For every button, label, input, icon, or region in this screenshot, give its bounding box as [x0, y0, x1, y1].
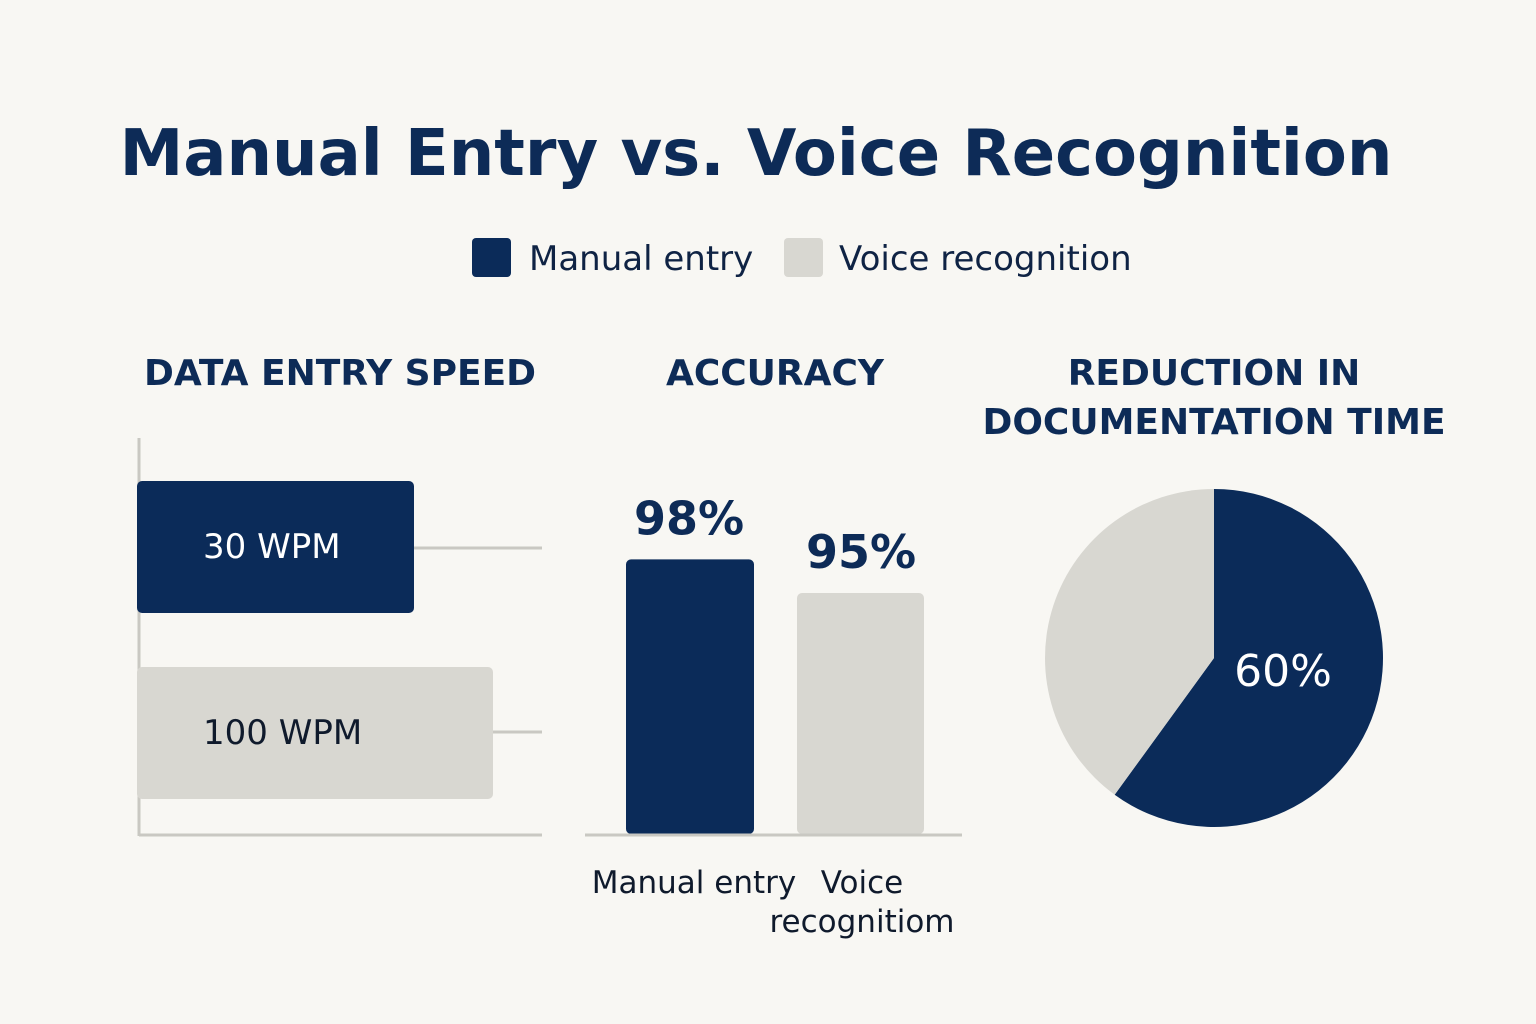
legend-swatch-voice-recognition	[784, 238, 823, 277]
pie-slice-manual-entry	[1114, 489, 1384, 827]
pie-chart-title-line: DOCUMENTATION TIME	[982, 402, 1445, 443]
accuracy-chart-title: ACCURACY	[666, 353, 885, 394]
speed-data-label-manual: 30 WPM	[203, 527, 341, 567]
accuracy-data-label-voice: 95%	[806, 525, 916, 579]
speed-chart-panel: DATA ENTRY SPEED 30 WPM 100 WPM	[137, 353, 542, 837]
accuracy-category-label-line: Manual entry	[592, 865, 796, 901]
accuracy-category-label-line: Voice	[821, 865, 904, 901]
legend-swatch-manual-entry	[472, 238, 511, 277]
pie-slice-label-manual: 60%	[1234, 646, 1332, 697]
legend-label-manual-entry: Manual entry	[529, 239, 753, 279]
legend-label-voice-recognition: Voice recognition	[839, 239, 1132, 279]
documentation-time-pie-panel: REDUCTION IN DOCUMENTATION TIME 60%	[982, 353, 1446, 827]
accuracy-category-label-manual: Manual entry	[592, 865, 796, 901]
accuracy-category-label-voice: Voice recognitiom	[769, 865, 954, 940]
accuracy-bar-manual-entry	[626, 559, 754, 834]
chart-title: Manual Entry vs. Voice Recognition	[120, 117, 1393, 191]
speed-chart-title: DATA ENTRY SPEED	[144, 353, 536, 394]
speed-bar-voice-recognition	[137, 667, 493, 799]
accuracy-chart-panel: ACCURACY 98% 95% Manual entry Voice recog…	[585, 353, 962, 940]
accuracy-category-label-line: recognitiom	[769, 904, 954, 940]
accuracy-bar-voice-recognition	[797, 593, 924, 834]
pie-chart-title: REDUCTION IN DOCUMENTATION TIME	[982, 353, 1445, 443]
speed-data-label-voice: 100 WPM	[203, 713, 362, 753]
accuracy-data-label-manual: 98%	[634, 491, 744, 545]
speed-bar-manual-entry	[137, 481, 414, 613]
pie-chart-title-line: REDUCTION IN	[1068, 353, 1361, 394]
pie-slice-voice-recognition	[1045, 489, 1214, 795]
legend: Manual entry Voice recognition	[472, 238, 1132, 279]
